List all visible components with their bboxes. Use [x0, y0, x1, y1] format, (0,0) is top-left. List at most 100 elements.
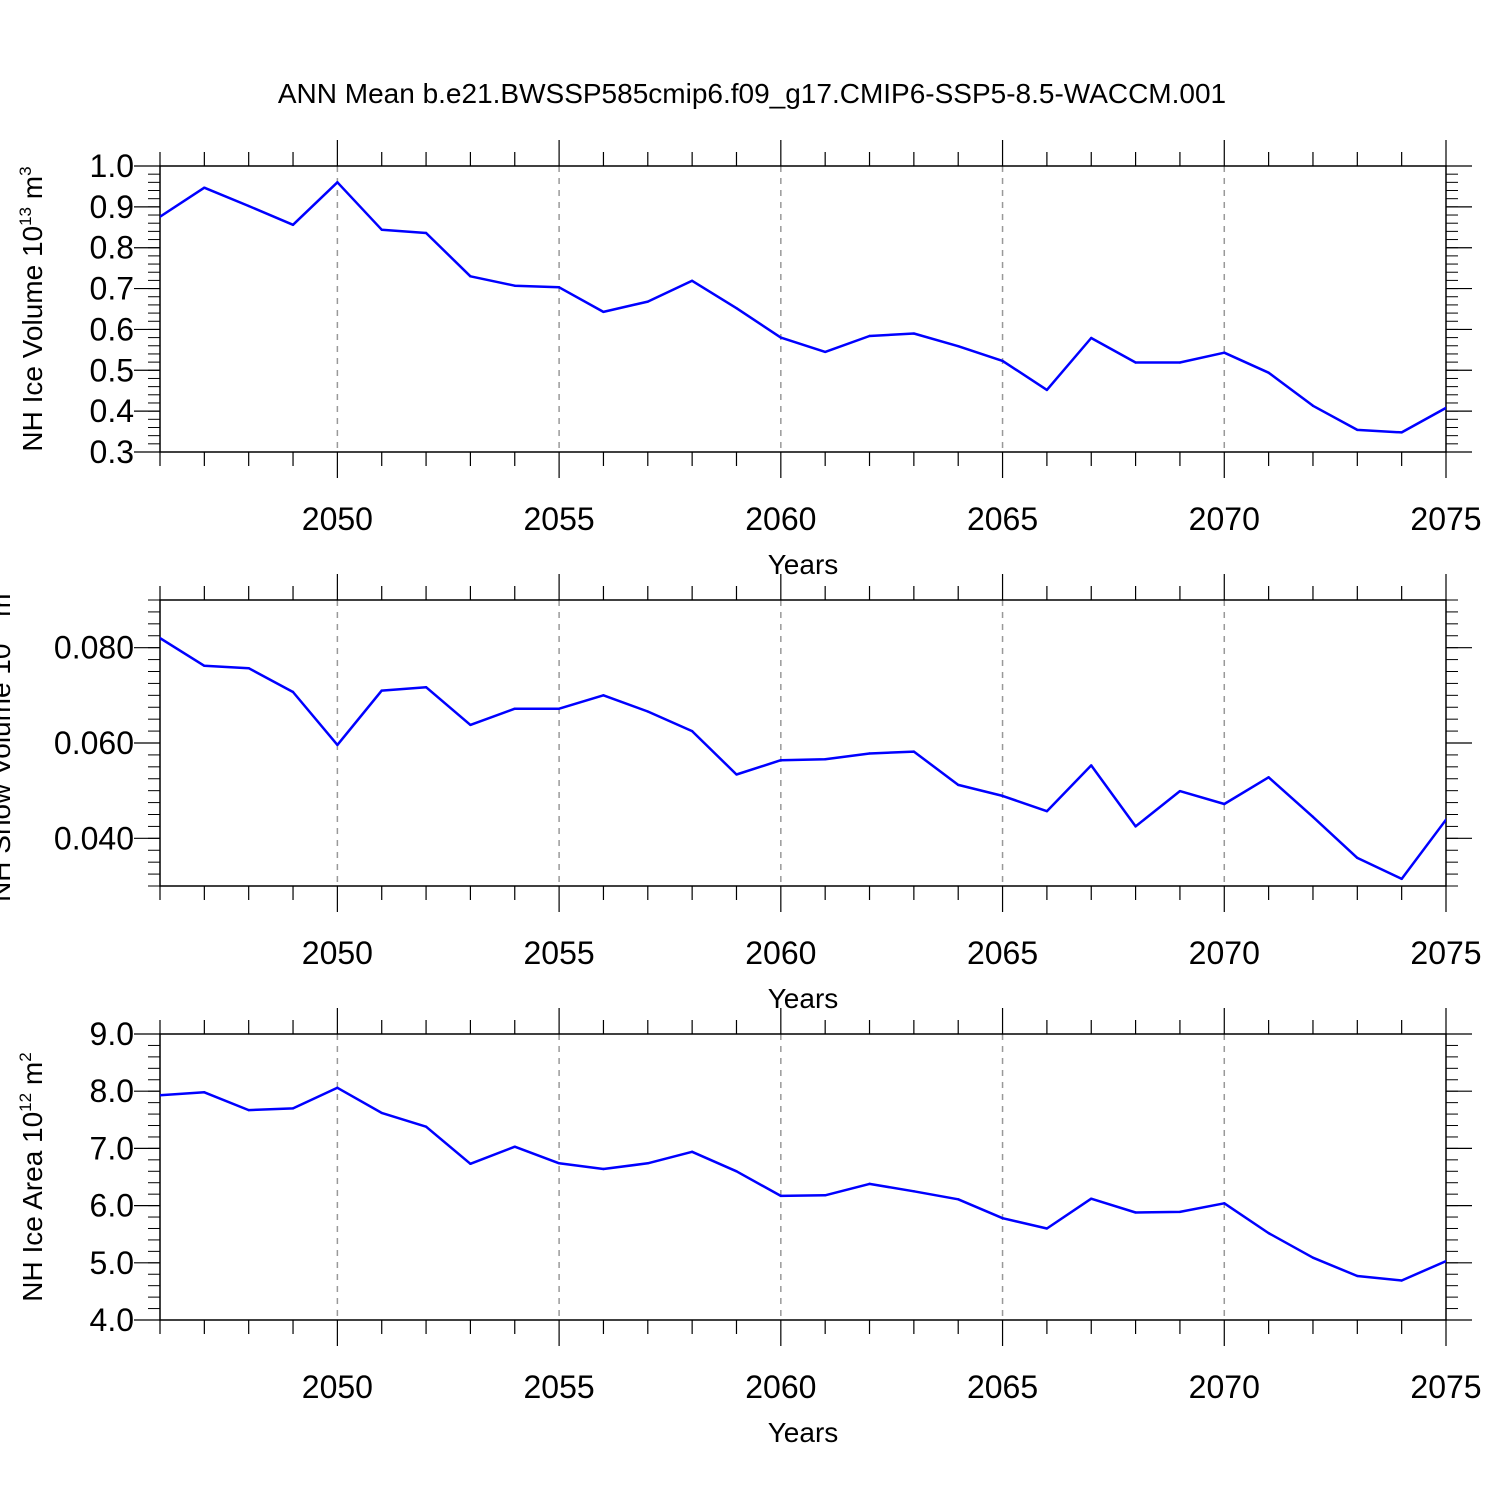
data-point: [1223, 802, 1226, 806]
data-point: [247, 1108, 250, 1112]
data-point: [557, 286, 561, 289]
data-point: [690, 729, 694, 733]
data-point: [513, 284, 516, 287]
y-axis-label-exponent: 13: [0, 625, 3, 644]
data-point: [602, 310, 605, 314]
data-point: [1267, 1231, 1270, 1235]
data-point: [1090, 336, 1093, 340]
data-point: [1400, 1279, 1403, 1282]
x-tick-label: 2055: [524, 501, 595, 537]
panel-2: 2050 2055 2060 2065 2070 2075 Years 0.040 0.060 0…: [0, 574, 1482, 1014]
data-point: [1178, 1210, 1182, 1214]
data-point: [823, 758, 827, 761]
x-axis-label: Years: [768, 1417, 839, 1448]
data-point: [779, 1194, 783, 1198]
data-point: [646, 710, 649, 713]
data-point: [646, 1162, 649, 1165]
x-axis-label: Years: [768, 549, 839, 580]
y-tick-label: 0.040: [54, 820, 134, 856]
data-point: [868, 334, 871, 338]
data-point: [1400, 877, 1403, 881]
y-axis-label-text: NH Ice Area 10: [17, 1112, 48, 1302]
data-point: [823, 350, 827, 354]
data-point: [1045, 388, 1049, 392]
data-point: [779, 336, 783, 339]
y-axis-label-unit: m: [17, 176, 48, 207]
x-tick-label: 2055: [524, 935, 595, 971]
x-tick-label: 2070: [1189, 935, 1260, 971]
x-tick-label: 2065: [967, 1369, 1038, 1405]
y-tick-label: 6.0: [90, 1188, 134, 1224]
y-tick-label: 4.0: [90, 1302, 134, 1338]
chart-title: ANN Mean b.e21.BWSSP585cmip6.f09_g17.CMI…: [278, 78, 1226, 109]
series-line: [160, 1086, 1446, 1282]
data-point: [380, 689, 383, 692]
y-axis-label-exponent: 13: [16, 207, 35, 226]
data-point: [380, 1111, 383, 1115]
data-point: [424, 686, 428, 689]
data-point: [957, 1198, 960, 1201]
data-point: [247, 204, 250, 208]
data-point: [912, 750, 916, 753]
y-axis-label: NH Snow Volume 1013 m3: [0, 584, 16, 902]
y-tick-label: 9.0: [90, 1016, 134, 1052]
x-tick-label: 2075: [1410, 1369, 1481, 1405]
data-point: [203, 1091, 206, 1094]
y-axis-label-unit: m: [0, 594, 16, 625]
data-point: [557, 1162, 561, 1165]
x-tick-label: 2075: [1410, 935, 1481, 971]
y-tick-label: 1.0: [90, 148, 134, 184]
y-tick-label: 0.080: [54, 630, 134, 666]
data-point: [868, 1182, 871, 1186]
y-axis-label-unit-exponent: 2: [16, 1052, 35, 1061]
data-point: [957, 344, 960, 348]
plot-frame: [159, 599, 1447, 887]
x-tick-label: 2070: [1189, 501, 1260, 537]
plot-frame: [159, 165, 1447, 453]
y-axis-label-unit: m: [17, 1062, 48, 1093]
data-point: [1134, 825, 1137, 828]
data-point: [1001, 1216, 1004, 1220]
y-axis-label-text: NH Snow Volume 10: [0, 644, 16, 902]
panels-group: 2050 2055 2060 2065 2070 2075 Years 0.3 0.4 0.5 0.…: [0, 140, 1482, 1448]
data-point: [1045, 1227, 1049, 1230]
data-point: [646, 300, 649, 303]
data-point: [291, 1107, 295, 1110]
data-point: [203, 186, 206, 189]
y-axis-label-text: NH Ice Volume 10: [17, 226, 48, 452]
data-point: [1090, 1197, 1093, 1200]
panel-1: 2050 2055 2060 2065 2070 2075 Years 0.3 0.4 0.5 0.…: [16, 140, 1482, 580]
y-tick-label: 0.7: [90, 271, 134, 307]
data-point: [336, 1086, 339, 1089]
data-point: [602, 694, 605, 697]
data-point: [469, 1162, 472, 1166]
data-point: [336, 743, 339, 747]
data-point: [1001, 794, 1004, 798]
data-point: [160, 636, 162, 640]
y-tick-label: 0.3: [90, 434, 134, 470]
x-tick-label: 2075: [1410, 501, 1481, 537]
data-point: [823, 1194, 827, 1197]
x-axis-label: Years: [768, 983, 839, 1014]
y-tick-label: 8.0: [90, 1073, 134, 1109]
y-tick-label: 0.5: [90, 352, 134, 388]
data-point: [1001, 359, 1004, 363]
x-tick-label: 2050: [302, 1369, 373, 1405]
y-axis-label: NH Ice Area 1012 m2: [16, 1052, 48, 1301]
x-tick-label: 2060: [745, 935, 816, 971]
data-point: [1444, 818, 1446, 821]
data-point: [557, 707, 561, 710]
x-tick-label: 2065: [967, 501, 1038, 537]
data-point: [424, 1125, 428, 1128]
data-point: [160, 215, 162, 218]
data-point: [1045, 809, 1049, 813]
y-axis-label-exponent: 12: [16, 1093, 35, 1112]
x-tick-label: 2055: [524, 1369, 595, 1405]
data-point: [469, 723, 472, 727]
plot-frame: [159, 1033, 1447, 1321]
data-point: [735, 306, 738, 310]
data-point: [1311, 815, 1315, 819]
y-tick-label: 0.060: [54, 725, 134, 761]
data-point: [1223, 1202, 1226, 1205]
